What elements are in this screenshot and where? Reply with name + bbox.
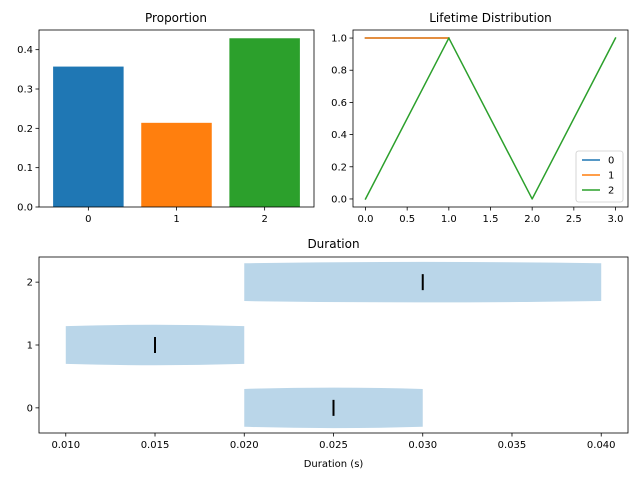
duration-ytick-label-2: 2 <box>27 278 33 289</box>
lifetime-ytick-label-1: 0.2 <box>331 162 347 173</box>
duration-xtick-label-4: 0.030 <box>408 440 437 451</box>
line-series-2 <box>364 37 617 200</box>
duration-ticks: 0.010 0.015 0.020 0.025 0.030 0.035 0.040 0 1 2 <box>27 278 616 451</box>
proportion-ytick-label-1: 0.1 <box>17 163 33 174</box>
duration-axes-frame <box>38 256 629 434</box>
duration-chart: Duration 0.010 0.015 0.020 0.025 0.030 0.035 0… <box>27 237 629 470</box>
lifetime-ytick-label-2: 0.4 <box>331 130 347 141</box>
lifetime-xtick-label-4: 2.0 <box>524 214 540 225</box>
bar-0 <box>53 66 124 207</box>
proportion-ticks: 0 1 2 0.0 0.1 0.2 0.3 0.4 <box>17 45 268 225</box>
legend-label-0: 0 <box>608 156 614 167</box>
proportion-ytick-label-2: 0.2 <box>17 124 33 135</box>
proportion-ytick-label-0: 0.0 <box>17 203 33 214</box>
proportion-bars <box>53 38 300 208</box>
legend-label-1: 1 <box>608 171 614 182</box>
lifetime-ticks: 0.0 0.5 1.0 1.5 2.0 2.5 3.0 0.0 0.2 0.4 0.6 0.8 1.0 <box>331 34 623 225</box>
proportion-ytick-label-3: 0.3 <box>17 85 33 96</box>
lifetime-xtick-label-6: 3.0 <box>608 214 624 225</box>
duration-violins <box>65 261 602 429</box>
bar-2 <box>229 38 300 208</box>
lifetime-ytick-label-4: 0.8 <box>331 66 347 77</box>
proportion-axes-frame <box>38 29 315 208</box>
lifetime-ytick-label-3: 0.6 <box>331 98 347 109</box>
duration-xlabel: Duration (s) <box>304 459 364 470</box>
duration-xtick-label-0: 0.010 <box>51 440 80 451</box>
lifetime-xtick-label-0: 0.0 <box>358 214 374 225</box>
proportion-xtick-label-2: 2 <box>261 214 267 225</box>
lifetime-xtick-label-2: 1.0 <box>441 214 457 225</box>
lifetime-ytick-label-5: 1.0 <box>331 34 347 45</box>
duration-xtick-label-5: 0.035 <box>498 440 527 451</box>
duration-ytick-label-1: 1 <box>27 341 33 352</box>
duration-xtick-label-2: 0.020 <box>230 440 259 451</box>
legend-label-2: 2 <box>608 186 614 197</box>
proportion-xtick-label-1: 1 <box>173 214 179 225</box>
proportion-title: Proportion <box>145 11 207 25</box>
duration-title: Duration <box>307 237 359 251</box>
proportion-ytick-label-4: 0.4 <box>17 45 33 56</box>
bar-1 <box>141 122 212 207</box>
duration-xtick-label-6: 0.040 <box>587 440 616 451</box>
lifetime-axes-frame <box>352 29 629 208</box>
lifetime-lines <box>364 37 617 200</box>
lifetime-xtick-label-3: 1.5 <box>483 214 499 225</box>
proportion-chart: Proportion 0 1 2 0.0 0.1 0.2 0.3 0.4 <box>17 11 315 225</box>
lifetime-ytick-label-0: 0.0 <box>331 194 347 205</box>
lifetime-title: Lifetime Distribution <box>429 11 552 25</box>
lifetime-chart: Lifetime Distribution 0.0 0.5 1.0 1.5 2.0 2.5… <box>331 11 629 225</box>
proportion-xtick-label-0: 0 <box>85 214 91 225</box>
lifetime-legend: 0 1 2 <box>575 150 624 203</box>
duration-ytick-label-0: 0 <box>27 403 33 414</box>
duration-xtick-label-1: 0.015 <box>141 440 170 451</box>
duration-xtick-label-3: 0.025 <box>319 440 348 451</box>
lifetime-legend-frame <box>575 150 624 203</box>
lifetime-xtick-label-1: 0.5 <box>399 214 415 225</box>
lifetime-xtick-label-5: 2.5 <box>566 214 582 225</box>
